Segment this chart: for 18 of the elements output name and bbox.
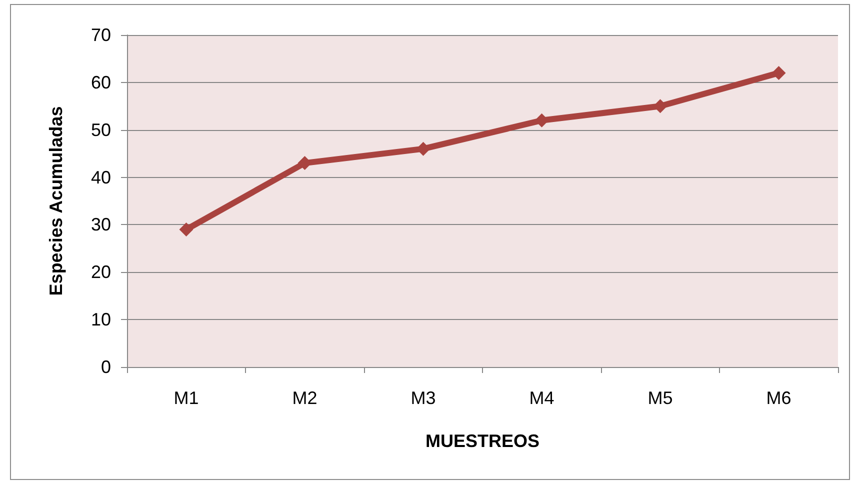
y-tick-label: 10	[90, 310, 111, 330]
y-tick-label: 40	[90, 167, 111, 188]
y-tick-label: 50	[90, 120, 111, 140]
x-tick-label: M4	[529, 388, 554, 408]
x-tick-label: M2	[292, 388, 318, 408]
y-tick-label: 0	[100, 357, 111, 377]
x-tick-label: M3	[410, 388, 436, 408]
y-axis-title: Especies Acumuladas	[46, 106, 66, 296]
x-tick-label: M5	[648, 388, 673, 408]
y-tick-label: 60	[90, 72, 111, 92]
x-axis-title: MUESTREOS	[425, 431, 540, 451]
y-tick-label: 70	[90, 25, 111, 45]
x-tick-label: M6	[766, 388, 792, 408]
y-tick-label: 30	[90, 214, 111, 235]
y-tick-label: 20	[90, 262, 111, 282]
point	[772, 66, 786, 80]
x-tick-label: M1	[174, 388, 199, 408]
point	[179, 222, 194, 236]
